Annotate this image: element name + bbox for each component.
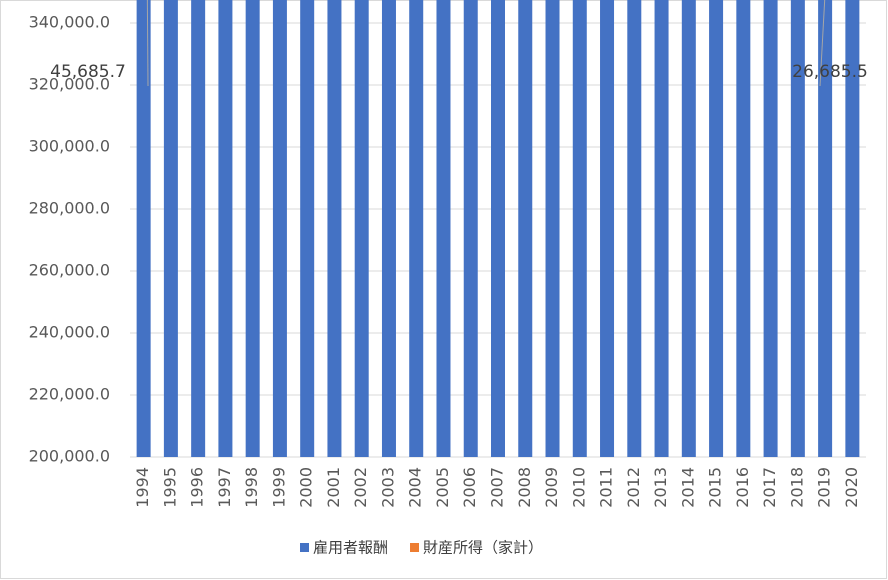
bar-segment: [354, 0, 369, 457]
y-tick-label: 200,000.0: [29, 447, 110, 466]
y-tick-label: 320,000.0: [29, 75, 110, 94]
bar-segment: [709, 0, 724, 457]
x-tick-label: 2020: [842, 467, 861, 508]
x-tick-label: 1994: [133, 467, 152, 508]
x-tick-label: 2015: [706, 467, 725, 508]
x-tick-label: 2014: [678, 467, 697, 508]
x-tick-label: 2001: [324, 467, 343, 508]
bar-segment: [272, 0, 287, 458]
bar-segment: [218, 0, 233, 458]
bar-segment: [463, 0, 478, 457]
bar-segment: [736, 0, 751, 457]
bar-segment: [545, 0, 560, 457]
bar-segment: [763, 0, 778, 458]
x-tick-label: 1995: [160, 467, 179, 508]
bar-segment: [600, 0, 615, 457]
x-tick-label: 2013: [651, 467, 670, 508]
x-tick-label: 1998: [242, 467, 261, 508]
bar-segment: [163, 0, 178, 458]
bar-segment: [790, 0, 805, 457]
y-tick-label: 220,000.0: [29, 385, 110, 404]
x-tick-label: 2002: [351, 467, 370, 508]
legend-swatch: [410, 543, 420, 552]
y-tick-label: 260,000.0: [29, 261, 110, 280]
legend-swatch: [300, 543, 309, 552]
bar-segment: [381, 0, 396, 457]
x-tick-label: 2012: [624, 467, 643, 508]
y-tick-label: 240,000.0: [29, 323, 110, 342]
x-tick-label: 1996: [188, 467, 207, 508]
legend-label: 財産所得（家計）: [423, 539, 543, 557]
x-tick-label: 1999: [269, 467, 288, 508]
x-tick-label: 2009: [542, 467, 561, 508]
bar-segment: [518, 0, 533, 457]
x-tick-label: 2004: [406, 467, 425, 508]
bar-segment: [681, 0, 696, 457]
bar-segment: [491, 0, 505, 457]
x-tick-label: 2006: [460, 467, 479, 508]
bar-segment: [327, 0, 342, 457]
bar-segment: [191, 0, 206, 457]
bar-segment: [136, 0, 151, 457]
x-tick-label: 2007: [488, 467, 507, 508]
x-tick-label: 2005: [433, 467, 452, 508]
bar-segment: [436, 0, 451, 458]
bar-segment: [572, 0, 587, 457]
x-tick-label: 2016: [733, 467, 752, 508]
bar-segment: [845, 0, 860, 457]
bar-segment: [627, 0, 642, 458]
y-tick-label: 280,000.0: [29, 199, 110, 218]
y-tick-label: 340,000.0: [29, 13, 110, 32]
bar-segment: [818, 0, 833, 457]
x-tick-label: 2017: [760, 467, 779, 508]
x-tick-label: 1997: [215, 467, 234, 508]
bar-segment: [409, 0, 424, 457]
x-tick-label: 2011: [597, 467, 616, 508]
data-label: 26,685.5: [792, 62, 868, 82]
y-tick-label: 300,000.0: [29, 137, 110, 156]
bar-segment: [300, 0, 315, 457]
data-label: 45,685.7: [50, 62, 126, 82]
bar-segment: [245, 0, 260, 457]
x-tick-label: 2019: [815, 467, 834, 508]
x-tick-label: 2000: [297, 467, 316, 508]
x-tick-label: 2018: [787, 467, 806, 508]
x-tick-label: 2010: [569, 467, 588, 508]
x-tick-label: 2008: [515, 467, 534, 508]
x-tick-label: 2003: [378, 467, 397, 508]
bar-segment: [654, 0, 669, 457]
legend-label: 雇用者報酬: [313, 539, 388, 557]
